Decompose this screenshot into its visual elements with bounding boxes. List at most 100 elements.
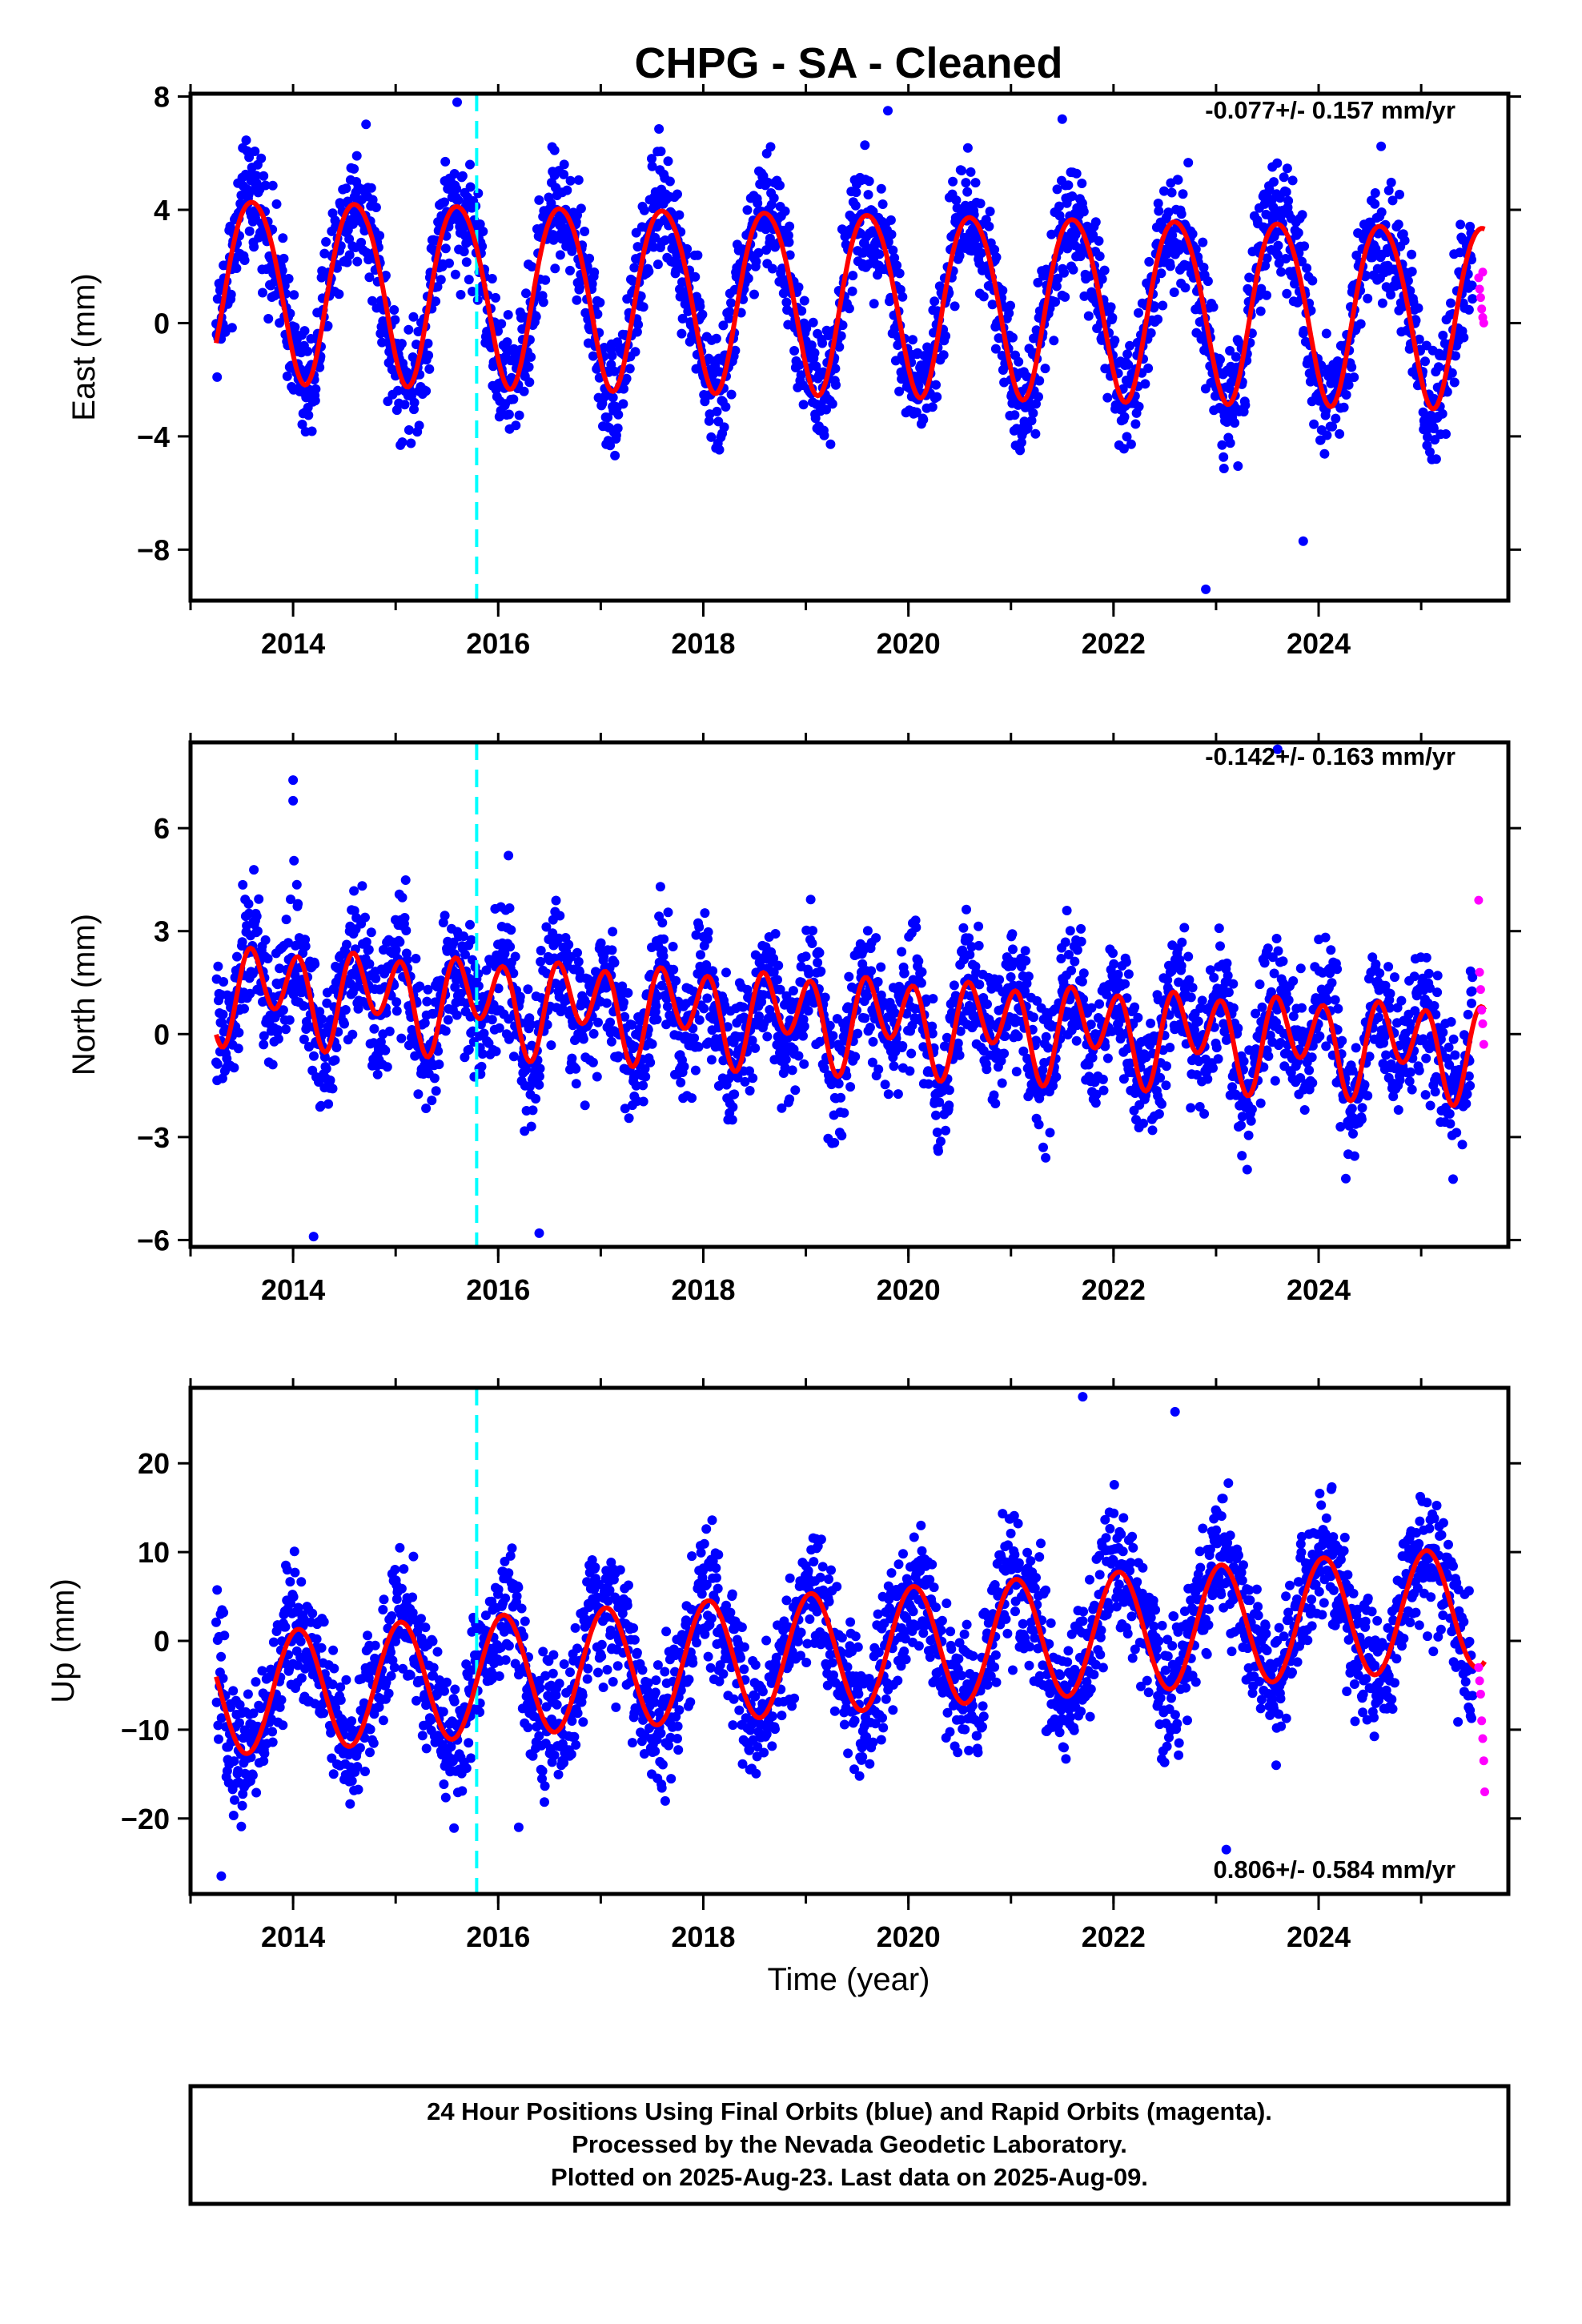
final-orbit-point	[1060, 292, 1070, 302]
final-orbit-point	[466, 935, 476, 945]
final-orbit-point	[906, 1048, 917, 1059]
final-orbit-point	[297, 420, 307, 429]
final-orbit-point	[863, 190, 873, 200]
final-orbit-point	[273, 1034, 283, 1044]
final-orbit-point	[621, 373, 632, 384]
final-orbit-point	[528, 1105, 538, 1116]
final-orbit-point	[1321, 328, 1331, 339]
final-orbit-point	[790, 1085, 801, 1096]
final-orbit-point	[719, 422, 729, 432]
final-orbit-point	[428, 1008, 439, 1019]
final-orbit-point	[367, 195, 378, 205]
final-orbit-point	[1174, 977, 1184, 987]
final-orbit-point	[1467, 280, 1477, 291]
final-orbit-point	[243, 899, 254, 909]
final-orbit-point	[1121, 957, 1131, 967]
final-orbit-point	[1405, 286, 1415, 296]
final-orbit-point	[461, 257, 472, 267]
final-orbit-point	[573, 175, 584, 185]
final-orbit-point	[1099, 265, 1110, 275]
final-orbit-point	[1459, 332, 1469, 343]
final-orbit-point	[1299, 1105, 1310, 1115]
final-orbit-point	[510, 951, 520, 962]
final-orbit-point	[1217, 440, 1227, 450]
final-orbit-point	[1183, 951, 1194, 962]
final-orbit-point	[395, 937, 405, 947]
final-orbit-point	[364, 959, 375, 969]
final-orbit-point	[1000, 1031, 1010, 1041]
final-orbit-point	[505, 942, 516, 952]
final-orbit-point	[810, 413, 821, 424]
final-orbit-point	[703, 934, 713, 944]
final-orbit-point	[1030, 428, 1041, 439]
final-orbit-point	[609, 958, 620, 968]
final-orbit-point	[1071, 168, 1082, 179]
final-orbit-point	[475, 219, 485, 229]
final-orbit-point	[1327, 978, 1337, 988]
final-orbit-point	[865, 1023, 875, 1032]
final-orbit-point	[913, 956, 924, 967]
final-orbit-point	[1256, 283, 1267, 294]
final-orbit-point	[1107, 312, 1118, 323]
final-orbit-point	[372, 1069, 383, 1080]
final-orbit-point	[990, 344, 1001, 354]
final-orbit-point	[391, 997, 402, 1007]
final-orbit-point	[997, 1078, 1007, 1088]
final-orbit-point	[307, 426, 317, 436]
y-tick-label: 4	[154, 194, 170, 227]
final-orbit-point	[1370, 199, 1380, 209]
final-orbit-point	[1446, 298, 1456, 308]
final-orbit-point	[876, 962, 886, 972]
final-orbit-point	[1184, 975, 1195, 985]
final-orbit-point	[990, 244, 1000, 255]
final-orbit-point	[1102, 1053, 1113, 1063]
final-orbit-point	[775, 180, 785, 191]
final-orbit-point	[1370, 188, 1380, 198]
final-orbit-point	[1186, 1103, 1196, 1113]
final-orbit-point	[503, 310, 513, 320]
final-orbit-point	[1203, 1074, 1213, 1084]
final-orbit-point	[921, 994, 931, 1004]
final-orbit-point	[894, 268, 905, 279]
final-orbit-point	[647, 161, 657, 171]
final-orbit-point	[677, 313, 688, 324]
final-orbit-point	[321, 237, 331, 247]
final-orbit-point	[769, 193, 779, 203]
final-orbit-point	[794, 360, 805, 370]
final-orbit-point	[360, 912, 370, 923]
final-orbit-point	[238, 879, 248, 890]
final-orbit-point	[677, 328, 687, 339]
final-orbit-point	[1018, 1046, 1029, 1056]
final-orbit-point	[916, 978, 926, 988]
final-orbit-point	[1272, 250, 1283, 260]
final-orbit-point	[380, 271, 391, 280]
final-orbit-point	[1255, 979, 1265, 990]
final-orbit-point	[619, 384, 628, 394]
final-orbit-point	[927, 1028, 938, 1039]
final-orbit-point	[400, 875, 411, 885]
final-orbit-point	[806, 340, 817, 351]
final-orbit-point	[705, 409, 715, 420]
final-orbit-point	[1059, 267, 1069, 278]
final-orbit-point	[830, 364, 841, 374]
final-orbit-point	[742, 205, 753, 215]
final-orbit-point	[868, 1036, 878, 1047]
final-orbit-point	[1197, 995, 1207, 1006]
final-orbit-point	[1257, 1002, 1267, 1012]
final-orbit-point	[496, 319, 507, 329]
final-orbit-point	[1062, 906, 1072, 915]
final-orbit-point	[421, 386, 432, 396]
final-orbit-point	[1078, 968, 1089, 979]
final-orbit-point	[511, 420, 521, 431]
final-orbit-point	[1281, 187, 1291, 197]
final-orbit-point	[607, 945, 617, 955]
final-orbit-point	[1275, 193, 1285, 203]
y-tick-label: 0	[154, 307, 170, 340]
final-orbit-point	[1447, 368, 1457, 378]
final-orbit-point	[605, 440, 616, 451]
final-orbit-point	[1149, 301, 1159, 312]
final-orbit-point	[1288, 976, 1299, 986]
final-orbit-point	[571, 1063, 581, 1074]
final-orbit-point	[690, 271, 701, 282]
final-orbit-point	[542, 1019, 552, 1030]
